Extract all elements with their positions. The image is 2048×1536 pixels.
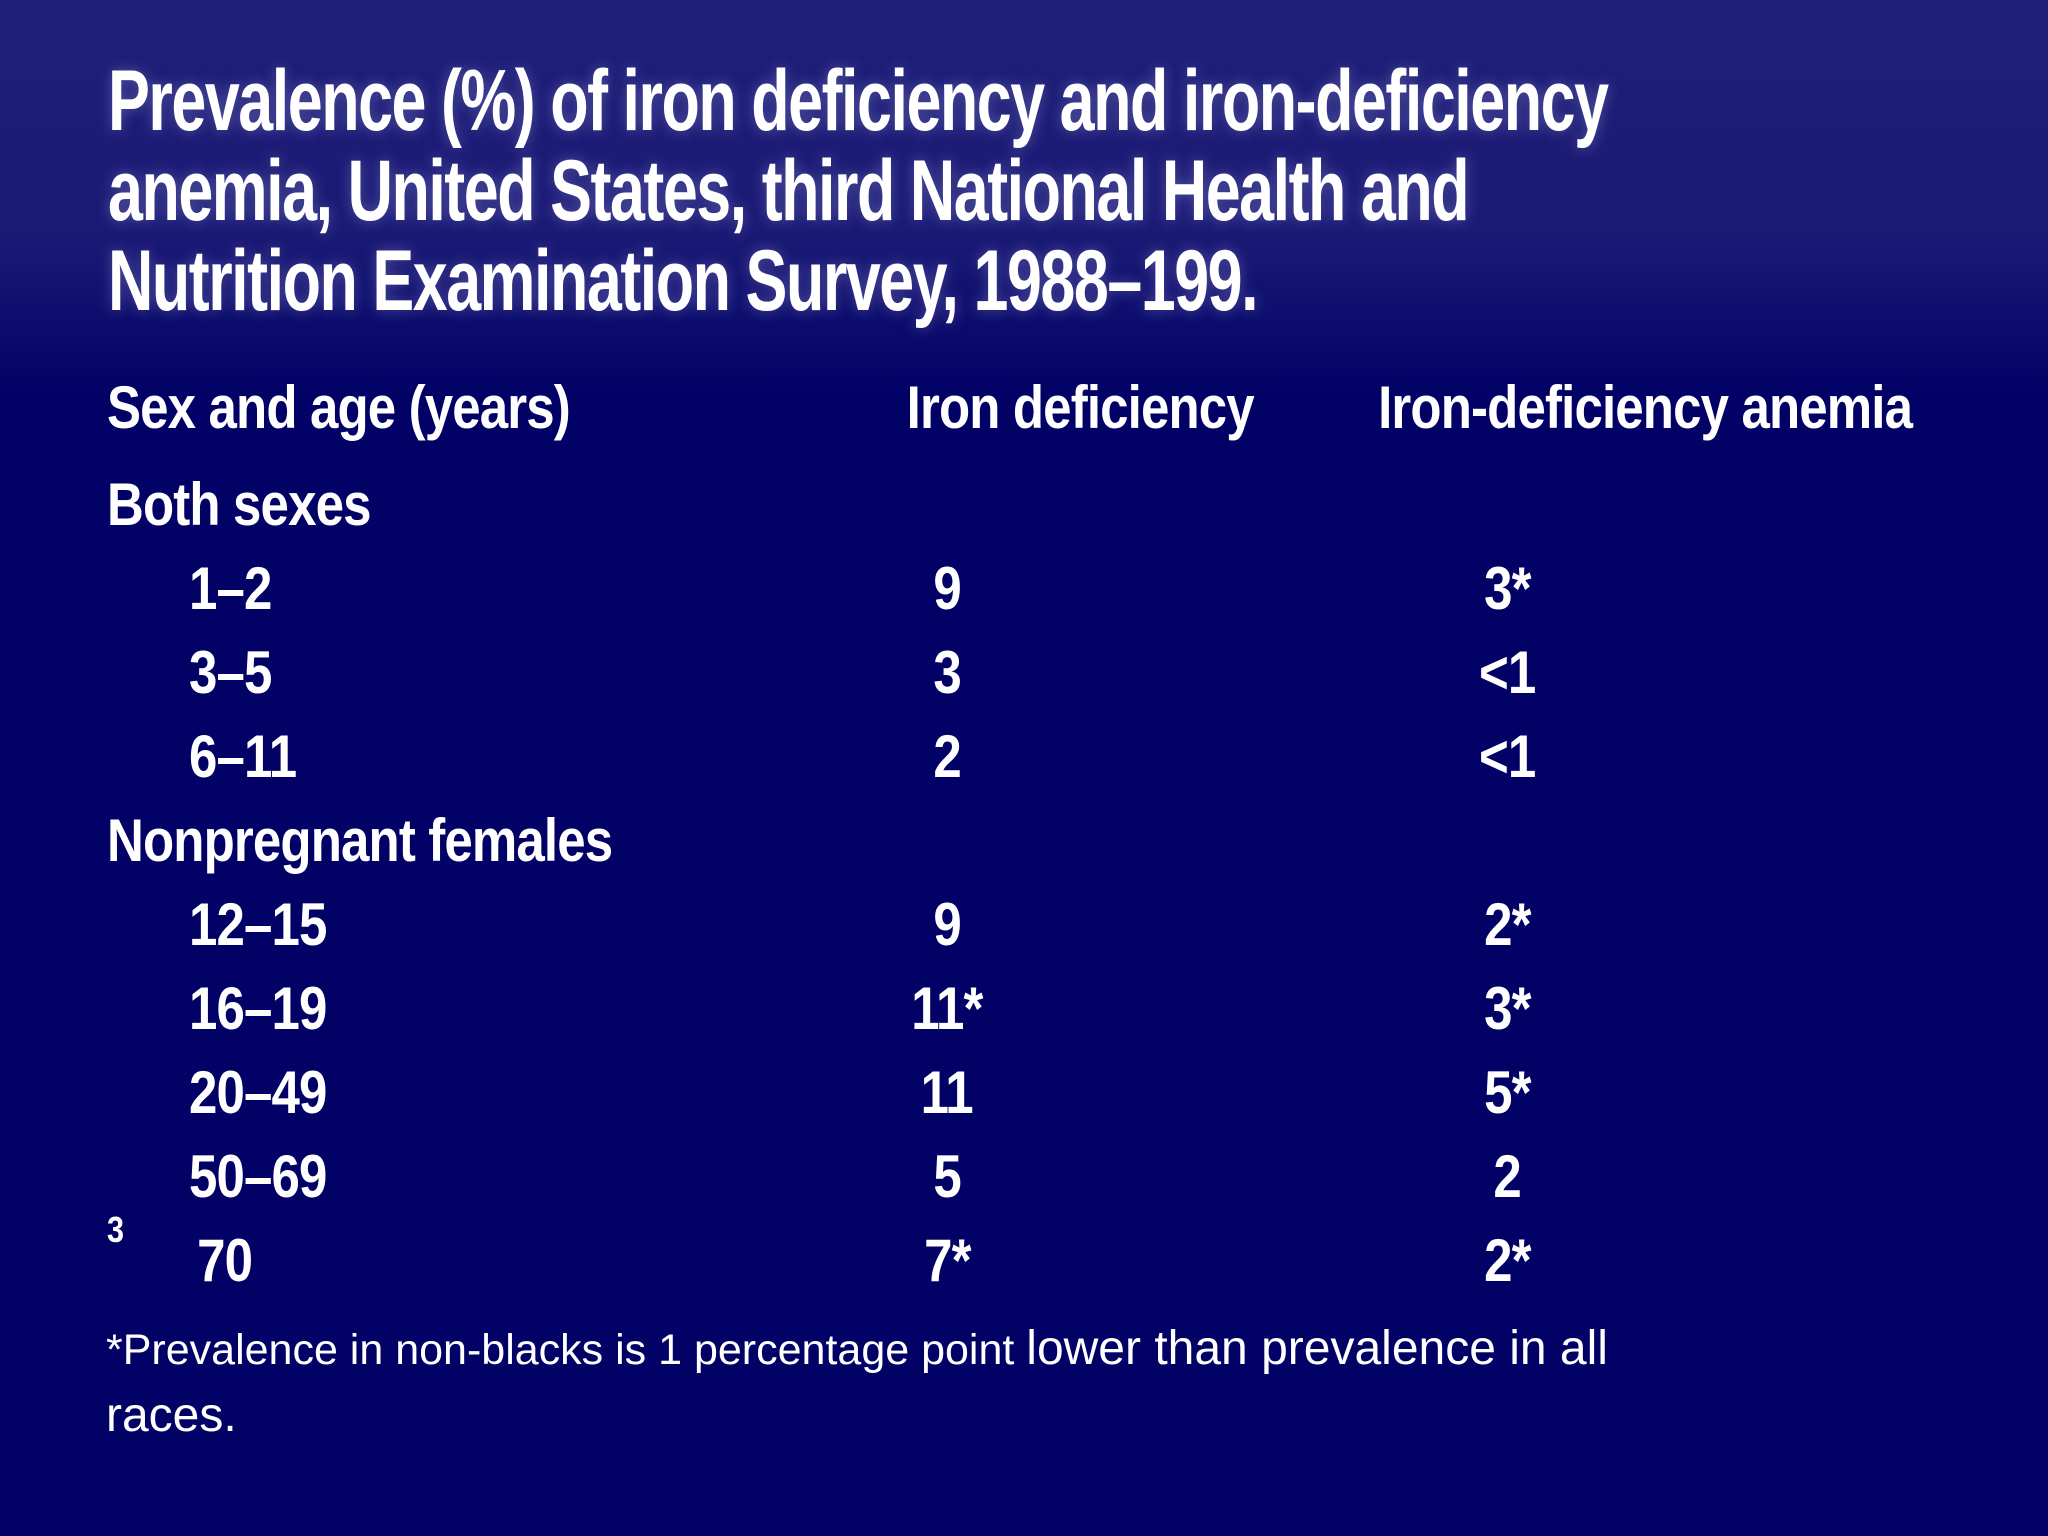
iron-deficiency-value-text: 9 [933, 554, 961, 622]
iron-deficiency-anemia-value-text: 3* [1483, 554, 1531, 622]
age-label-text: 50–69 [189, 1142, 327, 1210]
iron-deficiency-anemia-value: 3* [1122, 974, 1892, 1043]
age-label-text: 3–5 [189, 638, 272, 706]
iron-deficiency-anemia-value-text: <1 [1478, 722, 1536, 790]
age-label: 50–69 [107, 1142, 772, 1211]
table-row: 16–19 11* 3* [107, 966, 1892, 1050]
age-label-text: 16–19 [189, 974, 327, 1042]
table-header-row: Sex and age (years) Iron deficiency Iron… [107, 352, 1913, 462]
iron-deficiency-anemia-value: 2* [1122, 890, 1892, 959]
iron-deficiency-anemia-value-text: 2* [1483, 1226, 1531, 1294]
iron-deficiency-anemia-value: 2 [1122, 1142, 1892, 1211]
column-header-sex-and-age-label: Sex and age (years) [107, 373, 571, 441]
iron-deficiency-value-text: 7* [923, 1226, 971, 1294]
group-header-row: Nonpregnant females [107, 798, 1892, 882]
slide-title: Prevalence (%) of iron deficiency and ir… [108, 53, 1609, 329]
iron-deficiency-anemia-value: <1 [1122, 638, 1892, 707]
iron-deficiency-anemia-value: 3* [1122, 554, 1892, 623]
age-label: 12–15 [107, 890, 772, 959]
age-label-text: 6–11 [189, 722, 297, 790]
age-label-text: 3 70 [107, 1209, 253, 1295]
age-label: 6–11 [107, 722, 772, 791]
table-row: 12–15 9 2* [107, 882, 1892, 966]
table-row: 3 70 7* 2* [107, 1209, 1892, 1302]
iron-deficiency-value: 2 [772, 722, 1122, 791]
iron-deficiency-value-text: 3 [933, 638, 961, 706]
iron-deficiency-anemia-value: 2* [1122, 1226, 1892, 1295]
iron-deficiency-value: 9 [772, 554, 1122, 623]
table-row: 3–5 3 <1 [107, 630, 1892, 714]
column-header-iron-deficiency: Iron deficiency [876, 373, 1255, 442]
group-header-row: Both sexes [107, 462, 1892, 546]
column-header-iron-deficiency-anemia: Iron-deficiency anemia [1260, 373, 2030, 442]
iron-deficiency-value: 3 [772, 638, 1122, 707]
table-row: 50–69 5 2 [107, 1134, 1892, 1218]
group-label-nonpregnant-females: Nonpregnant females [107, 806, 772, 875]
slide-title-line-2: anemia, United States, third National He… [108, 143, 1470, 239]
age-label: 20–49 [107, 1058, 772, 1127]
column-header-iron-deficiency-anemia-label: Iron-deficiency anemia [1378, 373, 1913, 441]
column-header-sex-and-age: Sex and age (years) [107, 373, 772, 442]
iron-deficiency-anemia-value-text: 2* [1483, 890, 1531, 958]
age-label: 16–19 [107, 974, 772, 1043]
group-label-both-sexes: Both sexes [107, 470, 772, 539]
iron-deficiency-anemia-value-text: <1 [1478, 638, 1536, 706]
column-header-iron-deficiency-label: Iron deficiency [906, 373, 1255, 441]
iron-deficiency-value-text: 2 [933, 722, 961, 790]
group-label-text: Nonpregnant females [107, 806, 613, 874]
iron-deficiency-value-text: 11 [920, 1058, 974, 1126]
footnote-text-small: *Prevalence in non-blacks is 1 percentag… [106, 1326, 1027, 1374]
group-label-text: Both sexes [107, 470, 371, 538]
iron-deficiency-anemia-value-text: 5* [1483, 1058, 1531, 1126]
age-label-text: 12–15 [189, 890, 327, 958]
age-label: 1–2 [107, 554, 772, 623]
iron-deficiency-anemia-value: 5* [1122, 1058, 1892, 1127]
table-row: 20–49 11 5* [107, 1050, 1892, 1134]
iron-deficiency-value-text: 11* [911, 974, 983, 1042]
age-label: 3–5 [107, 638, 772, 707]
age-label-text: 20–49 [189, 1058, 327, 1126]
iron-deficiency-value-text: 9 [933, 890, 961, 958]
age-value: 70 [197, 1226, 253, 1294]
iron-deficiency-anemia-value-text: 3* [1483, 974, 1531, 1042]
iron-deficiency-value: 5 [772, 1142, 1122, 1211]
footnote-text-large-line2: races. [106, 1389, 237, 1442]
iron-deficiency-anemia-value: <1 [1122, 722, 1892, 791]
iron-deficiency-value: 9 [772, 890, 1122, 959]
footnote-text-large: lower than prevalence in all [1026, 1322, 1608, 1375]
age-label: 3 70 [107, 1209, 772, 1295]
iron-deficiency-value: 7* [772, 1226, 1122, 1295]
slide-title-line-1: Prevalence (%) of iron deficiency and ir… [108, 53, 1609, 149]
iron-deficiency-anemia-value-text: 2 [1493, 1142, 1521, 1210]
table-row: 1–2 9 3* [107, 546, 1892, 630]
age-superscript: 3 [107, 1208, 125, 1250]
iron-deficiency-value-text: 5 [933, 1142, 961, 1210]
footnote: *Prevalence in non-blacks is 1 percentag… [106, 1316, 1608, 1450]
prevalence-table: Sex and age (years) Iron deficiency Iron… [107, 352, 1913, 1302]
iron-deficiency-value: 11 [772, 1058, 1122, 1127]
slide-title-line-3: Nutrition Examination Survey, 1988–199. [108, 233, 1259, 329]
table-row: 6–11 2 <1 [107, 714, 1892, 798]
age-label-text: 1–2 [189, 554, 272, 622]
iron-deficiency-value: 11* [772, 974, 1122, 1043]
